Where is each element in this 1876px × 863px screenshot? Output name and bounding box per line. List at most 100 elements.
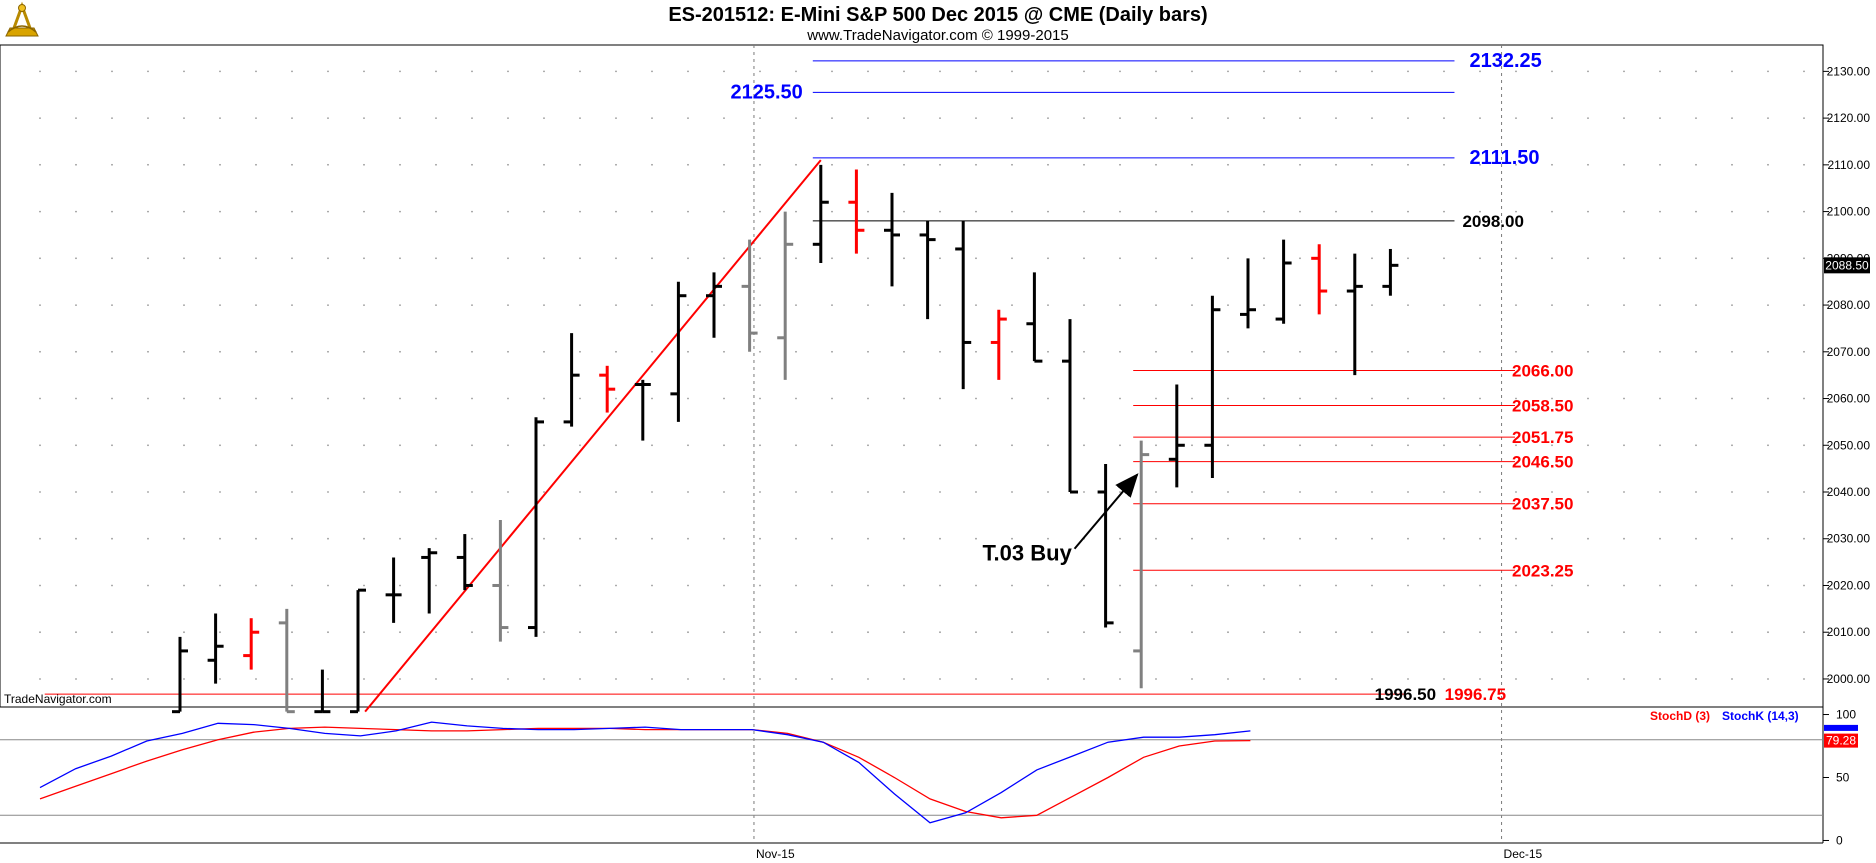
grid-dot [363,584,365,587]
grid-dot [1803,210,1805,213]
grid-dot [1263,257,1265,260]
grid-dot [1731,678,1733,680]
level-label: 2132.25 [1469,50,1541,72]
grid-dot [363,70,365,73]
grid-dot [1047,210,1049,213]
grid-dot [1515,304,1517,306]
grid-dot [471,350,473,353]
grid-dot [867,397,869,400]
grid-dot [1155,631,1157,634]
grid-dot [1299,584,1301,587]
price-tick-label: 2010.00 [1827,625,1871,639]
grid-dot [1767,210,1769,213]
grid-dot [1047,537,1049,540]
grid-dot [759,397,761,400]
grid-dot [1407,117,1409,119]
grid-dot [1767,491,1769,493]
grid-dot [1047,491,1049,493]
uptrend-line [364,159,822,713]
grid-dot [1407,678,1409,680]
grid-dot [1515,117,1517,119]
grid-dot [543,537,545,540]
grid-dot [219,350,221,353]
grid-dot [1587,70,1589,73]
grid-dot [1623,350,1625,353]
grid-dot [147,397,149,400]
grid-dot [975,350,977,353]
grid-dot [327,70,329,73]
grid-dot [1335,678,1337,680]
grid-dot [1191,304,1193,306]
grid-dot [507,631,509,634]
price-tick-label: 2130.00 [1827,64,1871,78]
grid-dot [1767,70,1769,73]
grid-dot [1803,350,1805,353]
ohlc-bar [1097,463,1114,628]
grid-dot [975,257,977,260]
trendline [364,159,822,713]
grid-dot [723,397,725,400]
grid-dot [1587,537,1589,540]
grid-dot [939,537,941,540]
grid-dot [903,117,905,119]
grid-dot [831,584,833,587]
grid-dot [39,257,41,260]
grid-dot [939,257,941,260]
grid-dot [543,678,545,680]
grid-dot [687,257,689,260]
grid-dot [1371,350,1373,353]
grid-dot [1443,584,1445,587]
grid-dot [615,491,617,493]
grid-dot [75,584,77,587]
ohlc-bar [670,281,687,422]
grid-dot [651,257,653,260]
grid-dot [1479,631,1481,634]
grid-dot [831,537,833,540]
grid-dot [219,70,221,73]
grid-dot [1767,117,1769,119]
grid-dot [147,117,149,119]
grid-dot [1515,350,1517,353]
grid-dot [867,70,869,73]
grid-dot [291,257,293,260]
ohlc-bar [599,365,616,413]
price-tick-label: 2020.00 [1827,578,1871,592]
grid-dot [1047,304,1049,306]
grid-dot [831,257,833,260]
grid-dot [1551,210,1553,213]
stoch-k-tag [1824,724,1858,731]
grid-dot [651,678,653,680]
price-tick-label: 2070.00 [1827,345,1871,359]
grid-dot [1515,257,1517,260]
grid-dot [1803,257,1805,260]
grid-dot [1803,491,1805,493]
grid-dot [1623,163,1625,166]
grid-dot [1659,163,1661,166]
grid-dot [1587,397,1589,400]
ohlc-bar [1275,239,1292,324]
grid-dot [219,631,221,634]
grid-dot [1083,210,1085,213]
grid-dot [759,584,761,587]
grid-dot [111,257,113,260]
grid-dot [723,631,725,634]
grid-dot [1587,678,1589,680]
grid-dot [39,584,41,587]
ohlc-bar [990,309,1007,380]
grid-dot [219,678,221,680]
grid-dot [1443,350,1445,353]
level-label: 2023.25 [1512,561,1573,580]
grid-dot [327,117,329,119]
grid-dot [1551,584,1553,587]
grid-dot [471,210,473,213]
date-gridlines [753,45,1503,843]
grid-dot [1803,117,1805,119]
grid-dot [1767,444,1769,447]
grid-dot [291,397,293,400]
grid-dot [543,163,545,166]
grid-dot [1227,163,1229,166]
grid-dot [327,491,329,493]
grid-dot [1263,350,1265,353]
grid-dot [399,163,401,166]
grid-dot [183,397,185,400]
